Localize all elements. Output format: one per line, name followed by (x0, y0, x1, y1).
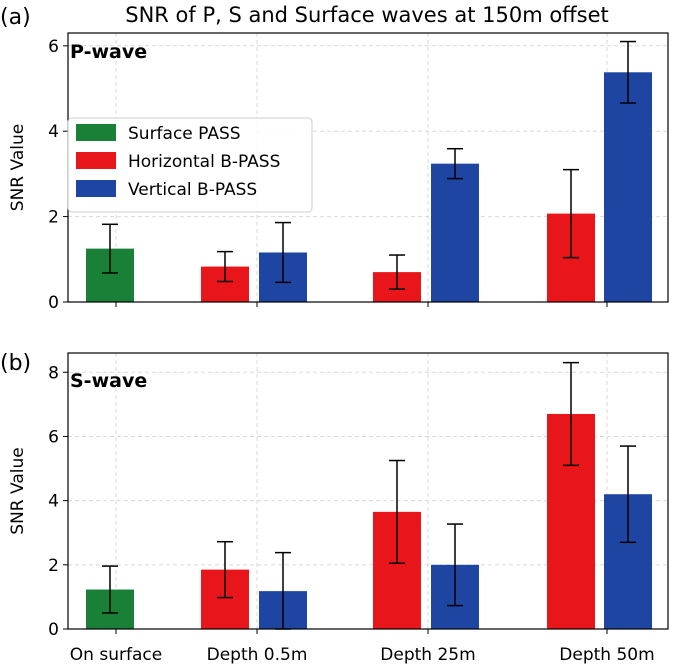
panel-s-wave: 0 2 4 6 8 SNR Value (b) S-wave On surface Depth 0… (0, 351, 669, 665)
figure-title: SNR of P, S and Surface waves at 150m of… (125, 3, 609, 27)
y-tick-label: 0 (48, 293, 59, 313)
y-tick-label: 4 (48, 122, 59, 142)
legend-label: Surface PASS (128, 124, 241, 144)
legend-swatch (76, 124, 116, 141)
panel-label: (a) (0, 5, 31, 30)
y-tick-label: 8 (48, 363, 59, 383)
legend-swatch (76, 180, 116, 197)
legend: Surface PASS Horizontal B-PASS Vertical B-… (67, 117, 313, 213)
y-tick-label: 2 (48, 208, 59, 228)
bar-vertical-b-pass-depth-25m (431, 163, 479, 302)
y-axis-label: SNR Value (8, 447, 28, 534)
legend-label: Vertical B-PASS (128, 180, 257, 200)
panel-label: (b) (0, 351, 31, 376)
bar-vertical-b-pass-depth-50m (604, 72, 652, 303)
legend-swatch (76, 152, 116, 169)
legend-frame (67, 117, 313, 213)
y-axis-label: SNR Value (8, 124, 28, 211)
x-tick-label: On surface (70, 645, 162, 665)
panel-title: S-wave (70, 370, 147, 392)
x-tick-label: Depth 0.5m (207, 645, 308, 665)
y-tick-label: 0 (48, 620, 59, 640)
x-tick-label: Depth 50m (559, 645, 654, 665)
y-tick-label: 2 (48, 556, 59, 576)
y-tick-label: 6 (48, 427, 59, 447)
x-tick-label: Depth 25m (380, 645, 475, 665)
axes-frame (67, 352, 669, 630)
y-tick-label: 6 (48, 37, 59, 57)
y-tick-label: 4 (48, 492, 59, 512)
panel-p-wave: 0 2 4 6 SNR Value (a) P-wave Surface PASS Horizo… (0, 5, 669, 313)
panel-title: P-wave (70, 41, 147, 63)
legend-label: Horizontal B-PASS (128, 152, 280, 172)
